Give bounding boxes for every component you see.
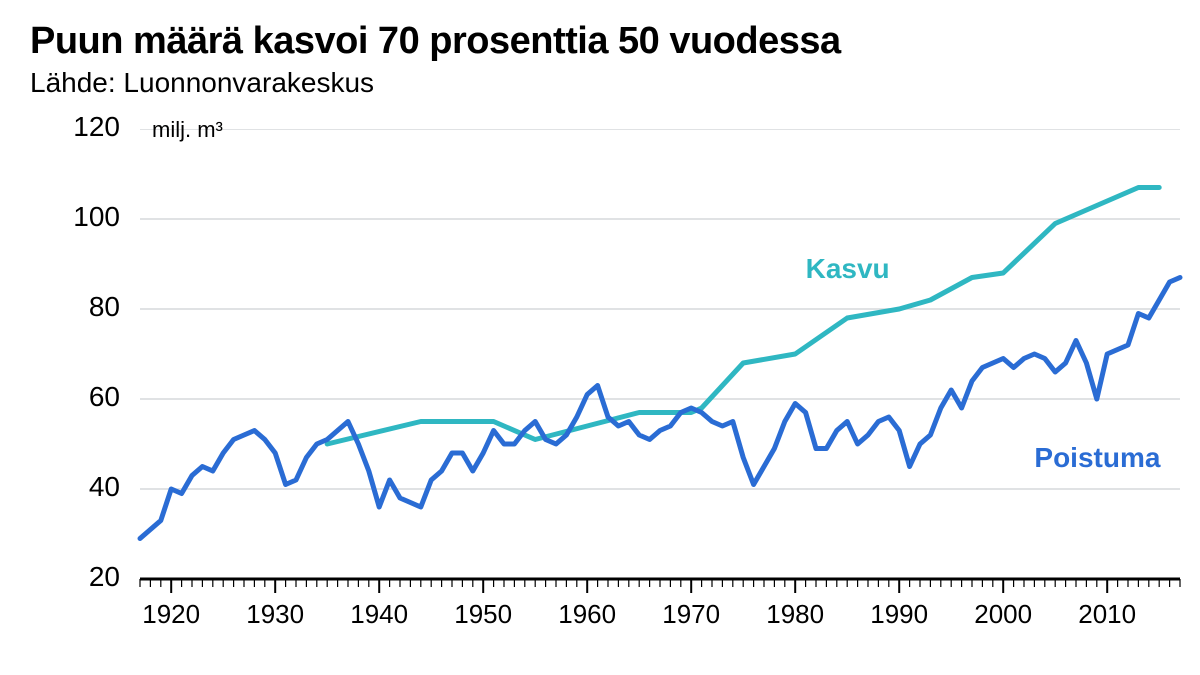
y-tick-label: 120 <box>50 111 120 143</box>
x-tick-label: 1920 <box>142 599 200 630</box>
series-kasvu <box>327 188 1159 445</box>
x-tick-label: 1970 <box>662 599 720 630</box>
x-tick-label: 1950 <box>454 599 512 630</box>
x-tick-label: 2000 <box>974 599 1032 630</box>
chart-title: Puun määrä kasvoi 70 prosenttia 50 vuode… <box>30 20 1170 63</box>
y-tick-label: 80 <box>50 291 120 323</box>
x-tick-label: 1940 <box>350 599 408 630</box>
chart-subtitle: Lähde: Luonnonvarakeskus <box>30 67 1170 99</box>
x-tick-label: 2010 <box>1078 599 1136 630</box>
series-poistuma <box>140 278 1180 539</box>
y-tick-label: 20 <box>50 561 120 593</box>
x-tick-label: 1990 <box>870 599 928 630</box>
y-tick-label: 40 <box>50 471 120 503</box>
series-label-kasvu: Kasvu <box>806 253 890 285</box>
series-label-poistuma: Poistuma <box>1034 442 1160 474</box>
y-axis-unit: milj. m³ <box>152 117 223 143</box>
chart-area: 20406080100120milj. m³192019301940195019… <box>50 129 1200 639</box>
y-tick-label: 60 <box>50 381 120 413</box>
y-tick-label: 100 <box>50 201 120 233</box>
line-chart <box>50 129 1200 639</box>
x-tick-label: 1930 <box>246 599 304 630</box>
x-tick-label: 1960 <box>558 599 616 630</box>
x-tick-label: 1980 <box>766 599 824 630</box>
